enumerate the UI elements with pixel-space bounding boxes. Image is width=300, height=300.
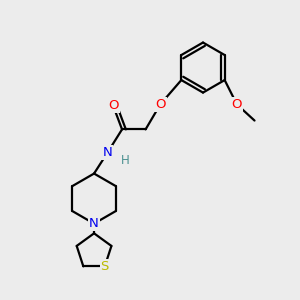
Text: O: O [232, 98, 242, 111]
Text: O: O [108, 99, 119, 112]
Text: S: S [100, 260, 109, 273]
Text: H: H [121, 154, 129, 167]
Text: N: N [102, 146, 112, 159]
Text: N: N [89, 217, 99, 230]
Text: O: O [155, 98, 166, 111]
